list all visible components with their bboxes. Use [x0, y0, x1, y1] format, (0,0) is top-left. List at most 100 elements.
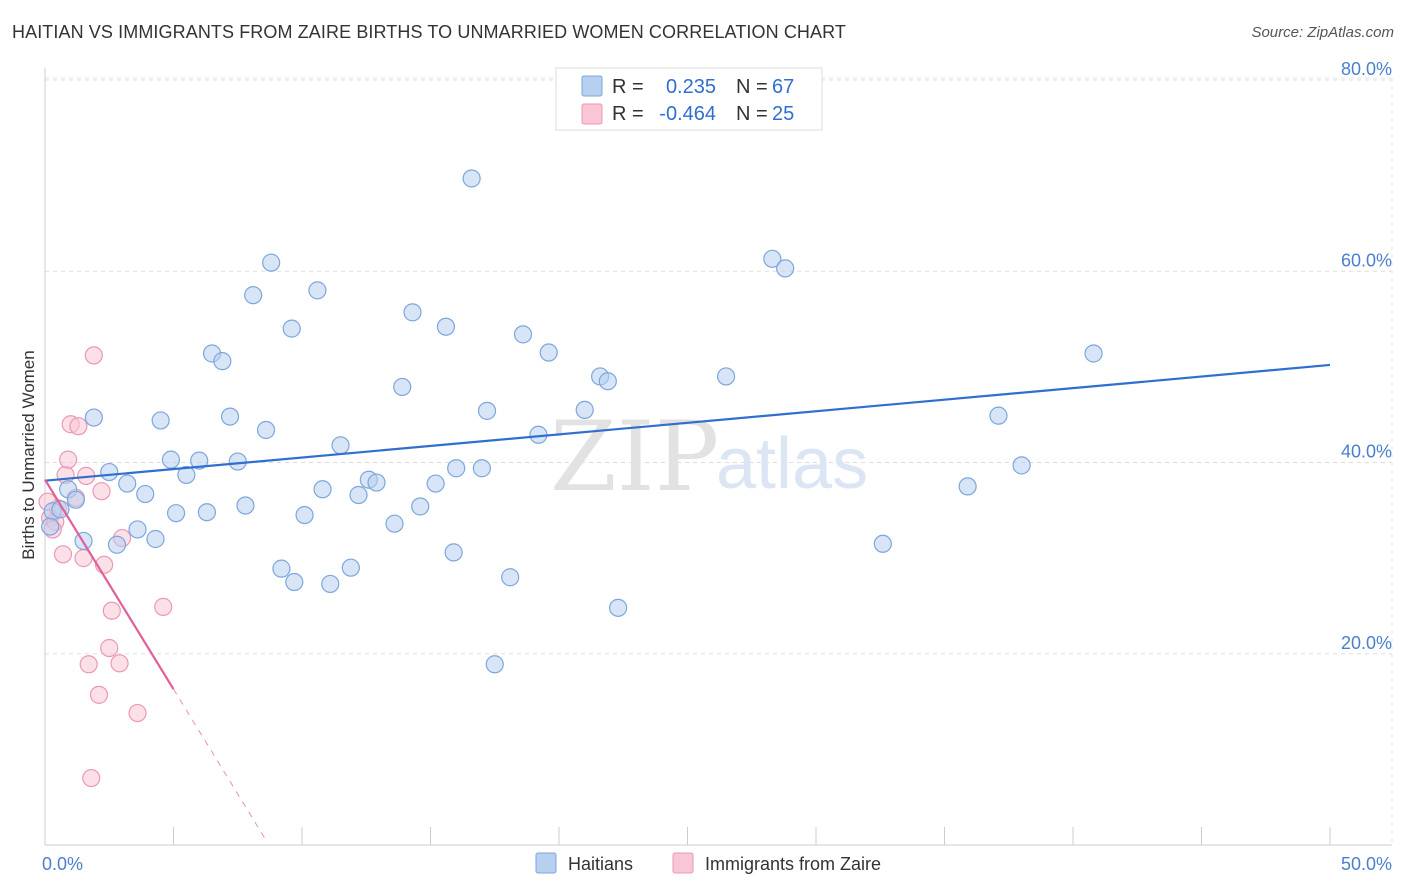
haitians-point — [236, 496, 255, 515]
y-axis-label: Births to Unmarried Women — [19, 350, 38, 559]
haitians-point — [1084, 344, 1103, 363]
haitians-point — [513, 325, 533, 344]
haitians-point — [136, 484, 155, 504]
zaire-point — [59, 450, 78, 469]
legend-zaire-swatch — [672, 852, 694, 874]
source-label: Source: ZipAtlas.com — [1251, 24, 1394, 41]
legend-haitians-swatch — [535, 852, 557, 874]
zaire-point — [84, 346, 103, 365]
legend-r-label-haitians: R = — [612, 76, 644, 98]
haitians-point — [118, 474, 137, 493]
y-tick-label: 20.0% — [1341, 633, 1392, 653]
haitians-point — [190, 451, 209, 470]
haitians-point — [41, 517, 60, 536]
haitians-point — [321, 574, 340, 594]
legend-stats-zaire-swatch — [581, 103, 603, 125]
axes — [44, 68, 1392, 846]
zaire-point — [100, 638, 119, 658]
watermark-zip-text: ZIP — [550, 401, 719, 513]
legend-r-value-zaire: -0.464 — [659, 103, 716, 125]
haitians-point — [313, 480, 332, 499]
haitians-point — [197, 503, 217, 522]
zaire-trend-line — [44, 479, 175, 690]
haitians-point — [447, 459, 466, 478]
haitians-point — [100, 462, 119, 482]
haitians-point — [244, 286, 263, 305]
chart-title: HAITIAN VS IMMIGRANTS FROM ZAIRE BIRTHS … — [12, 22, 846, 42]
haitians-point — [989, 406, 1008, 425]
haitians-point — [151, 411, 170, 430]
y-tick-label: 60.0% — [1341, 250, 1392, 270]
haitians-point — [282, 319, 301, 338]
zaire-point — [53, 545, 73, 564]
haitians-point — [166, 504, 186, 523]
haitians-point — [436, 317, 456, 336]
legend-haitians-label: Haitians — [568, 854, 633, 874]
haitians-point — [66, 490, 85, 509]
haitians-point — [426, 474, 445, 493]
haitians-point — [575, 400, 594, 420]
haitians-point — [331, 436, 350, 455]
legend-zaire-label: Immigrants from Zaire — [705, 854, 881, 874]
haitians-point — [539, 343, 558, 362]
haitians-point — [462, 169, 481, 188]
haitians-point — [403, 303, 422, 322]
haitians-point — [598, 372, 617, 391]
legend-n-label-zaire: N = — [736, 103, 768, 125]
haitians-point — [349, 485, 368, 505]
y-tick-labels: 20.0% 40.0% 60.0% 80.0% — [1341, 59, 1392, 653]
zaire-point — [128, 703, 147, 723]
haitians-point — [177, 465, 196, 485]
haitians-point — [716, 367, 736, 386]
legend-stats-haitians-swatch — [581, 75, 603, 97]
legend-n-value-zaire: 25 — [772, 103, 794, 125]
haitians-point — [213, 352, 232, 371]
zaire-point — [110, 654, 129, 673]
haitians-point — [958, 477, 977, 496]
y-tick-label: 80.0% — [1341, 59, 1392, 79]
haitians-point — [609, 598, 628, 617]
zaire-point — [92, 482, 111, 501]
haitians-point — [84, 408, 103, 427]
zaire-point — [102, 601, 121, 620]
x-tick-labels: 0.0% 50.0% — [42, 854, 1392, 874]
legend-stats: R = 0.235 N = 67 R = -0.464 N = 25 — [555, 67, 823, 131]
legend-n-label-haitians: N = — [736, 76, 768, 98]
haitians-point — [341, 558, 360, 577]
haitians-point — [393, 377, 412, 397]
y-tick-label: 40.0% — [1341, 442, 1392, 462]
haitians-point — [367, 473, 386, 492]
haitians-point — [485, 655, 504, 674]
zaire-point — [82, 768, 101, 788]
haitians-point — [308, 281, 327, 300]
haitians-point — [161, 450, 181, 469]
zaire-trend-extension — [173, 688, 267, 841]
legend-r-label-zaire: R = — [612, 103, 644, 125]
haitians-point — [472, 459, 491, 478]
watermark: ZIP atlas — [550, 401, 868, 513]
x-tick-label: 0.0% — [42, 854, 83, 874]
zaire-point — [89, 685, 109, 704]
legend-r-value-haitians: 0.235 — [666, 76, 716, 98]
haitians-point — [256, 420, 276, 440]
haitians-point — [1012, 456, 1031, 475]
legend-n-value-haitians: 67 — [772, 76, 794, 98]
trend-lines — [44, 363, 1331, 841]
haitians-point — [873, 534, 892, 553]
haitians-point — [477, 401, 497, 420]
zaire-point — [79, 655, 98, 674]
haitians-point — [295, 505, 314, 525]
haitians-point — [262, 253, 281, 272]
haitians-point — [763, 249, 782, 268]
zaire-point — [154, 597, 173, 616]
haitians-point — [128, 520, 147, 539]
watermark-atlas-text: atlas — [716, 424, 868, 504]
haitians-point — [385, 514, 404, 533]
haitians-point — [228, 452, 247, 471]
haitians-point — [285, 572, 304, 592]
haitians-point — [220, 407, 240, 426]
haitians-point — [444, 543, 463, 562]
zaire-point — [69, 417, 88, 436]
haitians-point — [107, 535, 127, 554]
